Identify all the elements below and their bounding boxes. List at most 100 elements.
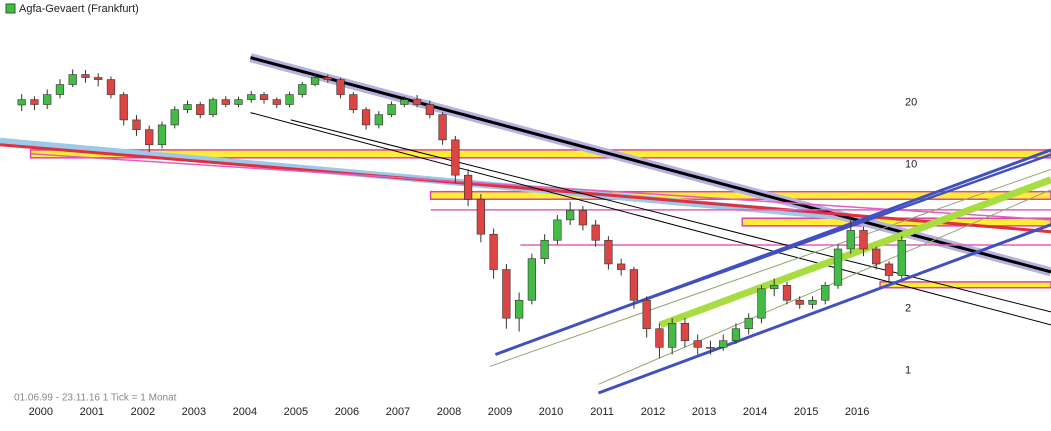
x-tick-label: 2016: [845, 406, 869, 418]
candle-body: [30, 99, 39, 105]
candle-body: [744, 317, 753, 330]
x-tick-label: 2003: [182, 406, 206, 418]
trendline: [630, 153, 1051, 306]
candle-body: [438, 114, 447, 141]
x-tick-label: 2011: [590, 406, 614, 418]
candle-body: [196, 104, 205, 115]
trendline: [489, 168, 1051, 367]
candle-body: [821, 284, 830, 301]
candle-body: [553, 219, 562, 241]
candle-body: [693, 340, 702, 348]
trendline: [30, 153, 1051, 221]
candle-body: [81, 74, 90, 78]
candle-body: [132, 119, 141, 130]
candle-body: [272, 99, 281, 105]
trendlines: [0, 53, 1051, 395]
x-tick-label: 2014: [743, 406, 767, 418]
x-tick-label: 2008: [437, 406, 461, 418]
y-tick-label: 1: [905, 365, 911, 377]
candle-body: [247, 94, 256, 100]
candle-body: [157, 124, 167, 146]
labels: 1 2 10 20 2000 2001 2002 2003 2004 2005 2006 2007 20…: [29, 97, 918, 418]
candle-body: [617, 263, 626, 270]
candle-body: [757, 288, 766, 319]
candle-body: [145, 129, 154, 146]
candles: [17, 69, 906, 359]
candle-body: [604, 239, 613, 265]
candle-body: [719, 340, 728, 348]
candle-body: [540, 239, 549, 259]
x-tick-label: 2001: [80, 406, 104, 418]
candle-body: [55, 84, 65, 95]
x-tick-label: 2002: [131, 406, 155, 418]
candle-body: [106, 79, 116, 95]
x-tick-label: 2006: [335, 406, 359, 418]
candle-body: [859, 230, 868, 250]
candle-body: [170, 109, 179, 126]
candle-body: [259, 94, 269, 100]
candle-body: [846, 230, 855, 250]
candle-body: [795, 299, 804, 305]
candle-body: [476, 198, 485, 235]
candle-body: [94, 77, 103, 80]
candle-body: [374, 114, 383, 126]
candle-body: [591, 224, 600, 241]
x-tick-label: 2012: [641, 406, 665, 418]
candle-body: [808, 299, 817, 305]
candle-body: [463, 174, 473, 200]
candle-body: [680, 323, 690, 341]
candle-body: [349, 94, 358, 110]
footnote: 01.06.99 - 23.11.16 1 Tick = 1 Monat: [14, 393, 177, 404]
candle-body: [285, 94, 294, 105]
trendline: [597, 223, 1051, 395]
y-tick-label: 10: [905, 159, 917, 171]
x-tick-label: 2000: [29, 406, 53, 418]
band: [879, 281, 1051, 289]
trendline: [494, 148, 1051, 356]
candle-body: [668, 323, 677, 348]
candle-body: [43, 94, 52, 105]
candle-body: [642, 299, 651, 330]
trendline: [658, 176, 1051, 329]
candle-body: [310, 77, 320, 85]
candle-body: [706, 347, 715, 349]
candle-body: [361, 109, 371, 126]
candle-body: [68, 74, 77, 85]
candle-body: [119, 94, 128, 121]
candle-body: [17, 99, 26, 106]
candle-body: [782, 284, 792, 301]
candle-body: [884, 263, 894, 276]
candle-body: [489, 233, 498, 270]
candle-body: [655, 328, 664, 348]
candle-body: [514, 299, 524, 319]
candle-body: [234, 99, 243, 105]
candle-body: [387, 104, 396, 115]
candle-body: [566, 210, 575, 221]
y-tick-label: 2: [905, 303, 911, 315]
x-tick-label: 2010: [539, 406, 563, 418]
candle-body: [833, 248, 843, 286]
candle-body: [629, 269, 639, 301]
candle-body: [897, 239, 906, 276]
candle-body: [298, 84, 307, 95]
candle-body: [502, 269, 511, 319]
candle-body: [221, 99, 230, 105]
candle-body: [400, 99, 409, 105]
candle-body: [412, 99, 422, 105]
x-tick-label: 2013: [692, 406, 716, 418]
candle-body: [770, 284, 779, 290]
candle-body: [872, 248, 881, 265]
trendline: [250, 56, 1051, 274]
candle-body: [731, 328, 741, 341]
candle-body: [208, 99, 218, 115]
candle-body: [425, 104, 434, 115]
trendline: [250, 112, 1051, 326]
x-tick-label: 2007: [386, 406, 410, 418]
candle-body: [323, 77, 332, 80]
trendline: [290, 119, 1051, 313]
legend-swatch: [5, 3, 16, 14]
candle-body: [527, 258, 537, 301]
candle-body: [578, 210, 588, 226]
